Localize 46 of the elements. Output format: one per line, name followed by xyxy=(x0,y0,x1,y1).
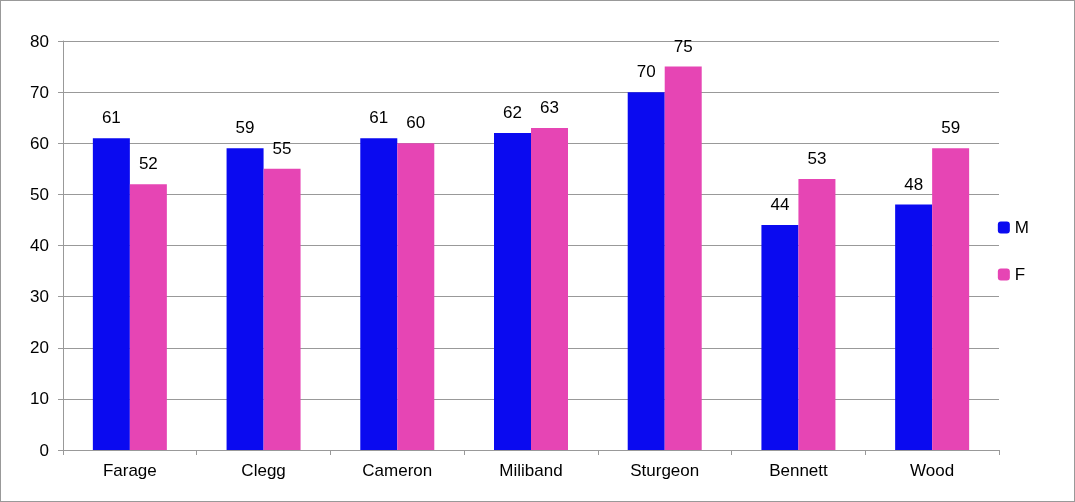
bar xyxy=(932,148,970,450)
legend-label: M xyxy=(1014,218,1030,237)
y-tick-label: 30 xyxy=(30,287,49,307)
y-tick-label: 60 xyxy=(30,133,49,153)
data-label: 44 xyxy=(770,195,790,215)
x-tick-label: Bennett xyxy=(769,461,828,480)
legend-label: F xyxy=(1014,265,1026,284)
bar xyxy=(226,148,264,450)
bar xyxy=(360,138,398,450)
y-tick-label: 10 xyxy=(30,389,49,409)
data-label: 60 xyxy=(406,113,426,133)
y-tick-label: 40 xyxy=(30,236,49,255)
data-label: 59 xyxy=(235,118,255,138)
y-tick-label: 70 xyxy=(30,82,49,102)
data-label: 75 xyxy=(673,36,693,56)
bar xyxy=(263,168,301,450)
bar xyxy=(397,143,435,450)
data-label: 70 xyxy=(636,62,656,82)
data-label: 52 xyxy=(138,154,158,174)
bar xyxy=(798,179,836,450)
data-label: 61 xyxy=(369,108,389,128)
data-label: 63 xyxy=(540,97,559,117)
bar xyxy=(895,204,933,450)
data-label: 62 xyxy=(503,103,522,123)
x-tick-label: Miliband xyxy=(499,461,563,480)
bar xyxy=(129,184,167,450)
x-tick-label: Sturgeon xyxy=(630,461,700,480)
bar xyxy=(531,127,568,450)
bar xyxy=(92,138,130,450)
y-tick-label: 80 xyxy=(30,31,49,51)
bar xyxy=(664,66,702,450)
x-tick-label: Cameron xyxy=(362,461,433,480)
x-tick-label: Wood xyxy=(910,461,955,480)
data-label: 53 xyxy=(807,149,827,169)
bar xyxy=(761,225,799,450)
data-label: 61 xyxy=(101,108,121,128)
data-label: 59 xyxy=(941,118,961,138)
data-label: 48 xyxy=(904,174,924,194)
bar xyxy=(494,133,531,450)
y-tick-label: 0 xyxy=(39,440,49,460)
data-label: 55 xyxy=(272,138,292,158)
x-tick-label: Clegg xyxy=(241,461,286,480)
y-tick-label: 20 xyxy=(30,338,49,358)
x-tick-label: Farage xyxy=(102,461,157,480)
bar xyxy=(627,92,665,450)
y-tick-label: 50 xyxy=(30,184,49,204)
